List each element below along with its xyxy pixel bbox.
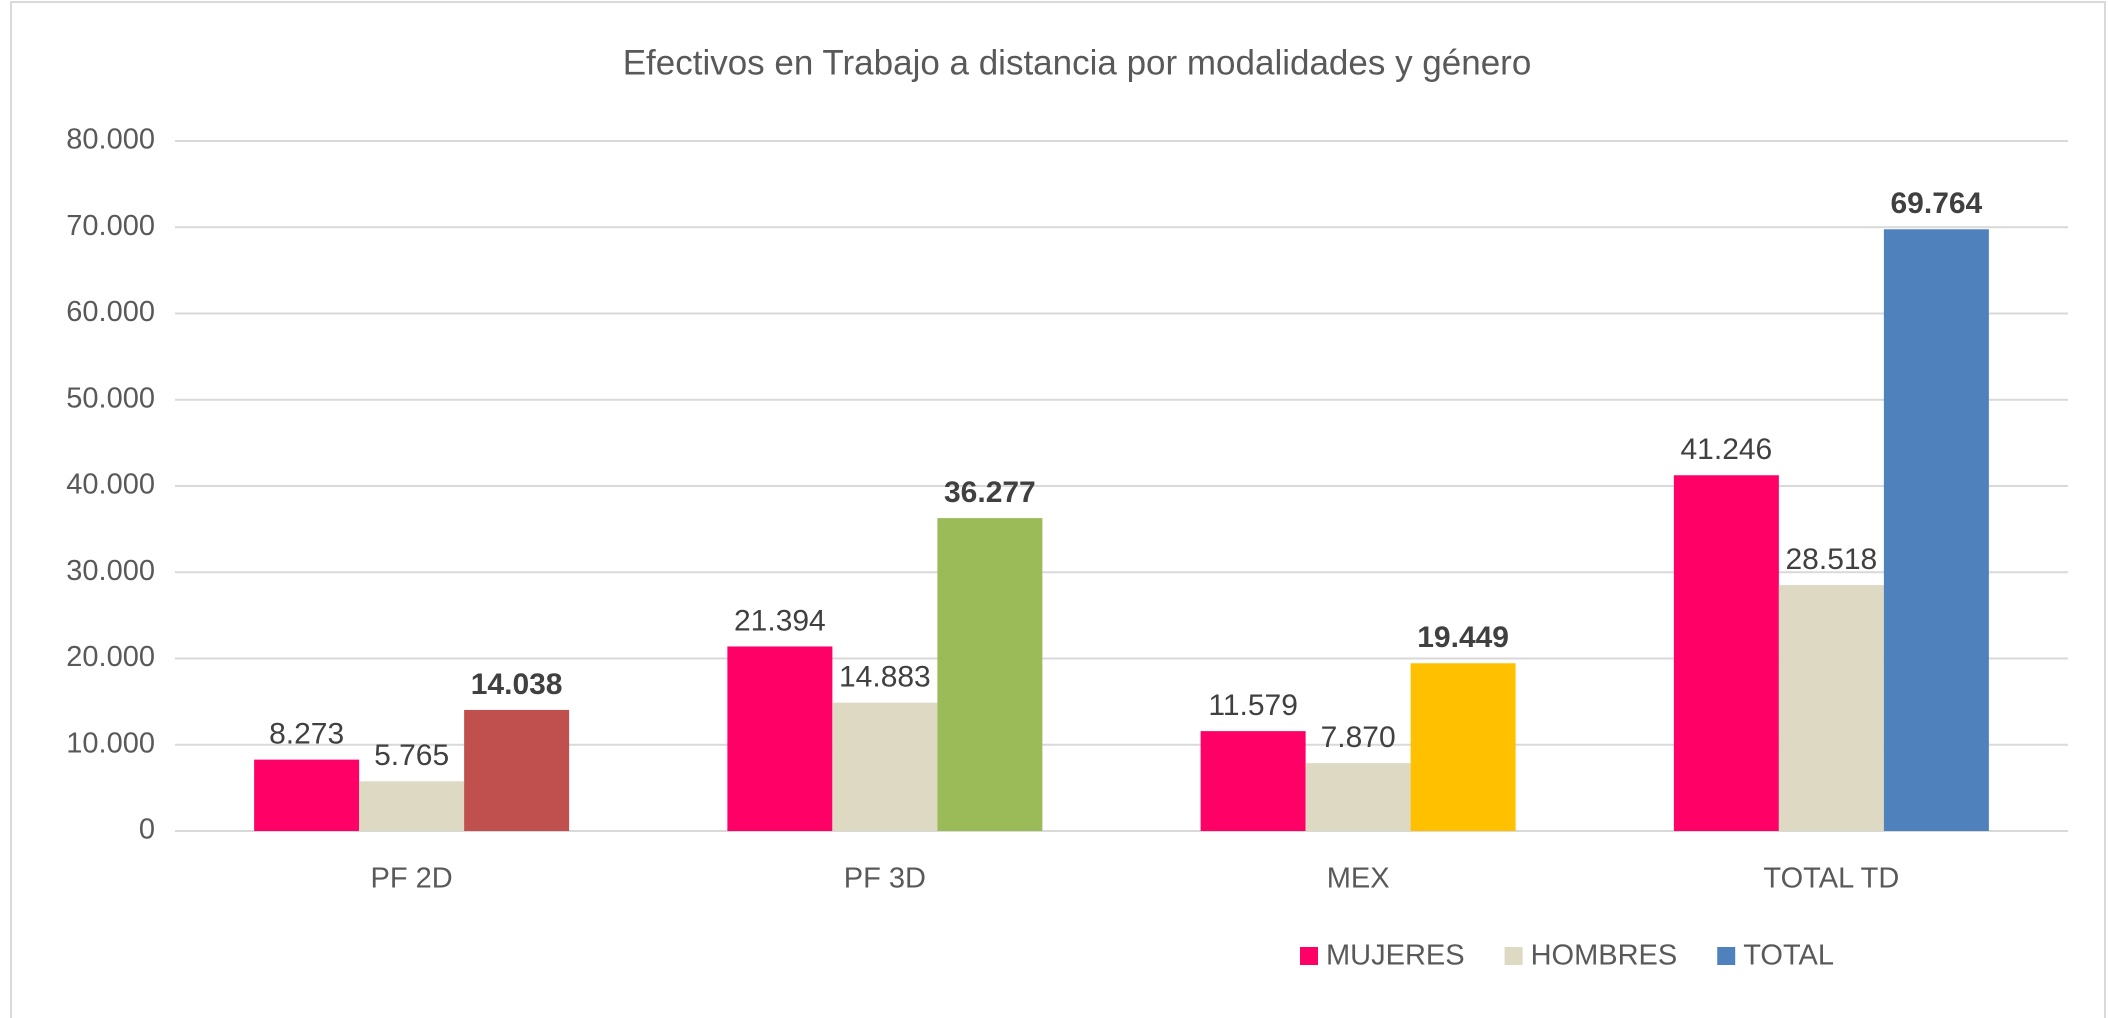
legend-swatch [1504,947,1523,965]
value-label: 8.273 [269,718,344,751]
legend-swatch [1717,947,1736,965]
value-label: 19.449 [1417,621,1509,654]
legend-swatch [1300,947,1318,965]
legend-label: HOMBRES [1531,940,1678,972]
value-label: 5.765 [374,739,449,772]
bar [1778,585,1884,831]
bar [1410,663,1516,831]
x-tick-label: TOTAL TD [1763,863,1899,895]
bar [464,709,570,831]
value-label: 36.277 [944,476,1036,509]
y-tick-label: 20.000 [66,641,155,673]
bar [1200,731,1306,831]
bar [254,759,360,831]
x-tick-label: PF 2D [371,863,453,895]
legend-label: TOTAL [1743,940,1834,972]
bar [359,781,465,831]
y-tick-label: 60.000 [66,296,155,328]
value-label: 69.764 [1890,187,1982,220]
y-tick-label: 80.000 [66,124,155,156]
y-tick-label: 10.000 [66,727,155,759]
y-tick-label: 70.000 [66,210,155,242]
bar [1883,229,1989,831]
y-tick-label: 40.000 [66,469,155,501]
value-label: 41.246 [1680,433,1772,466]
value-label: 28.518 [1785,543,1877,576]
x-tick-label: MEX [1327,863,1390,895]
value-label: 14.038 [471,668,563,701]
x-tick-label: PF 3D [844,863,926,895]
bar [832,702,938,831]
value-label: 21.394 [734,604,826,637]
bar [1673,475,1779,831]
bar [727,646,833,831]
value-label: 7.870 [1321,721,1396,754]
y-tick-label: 0 [139,814,155,846]
bar [937,518,1043,831]
value-label: 14.883 [839,661,931,694]
value-label: 11.579 [1208,689,1298,722]
chart-title: Efectivos en Trabajo a distancia por mod… [623,43,1532,82]
y-tick-label: 30.000 [66,555,155,587]
y-tick-label: 50.000 [66,382,155,414]
legend-label: MUJERES [1326,940,1465,972]
bar [1305,763,1411,831]
